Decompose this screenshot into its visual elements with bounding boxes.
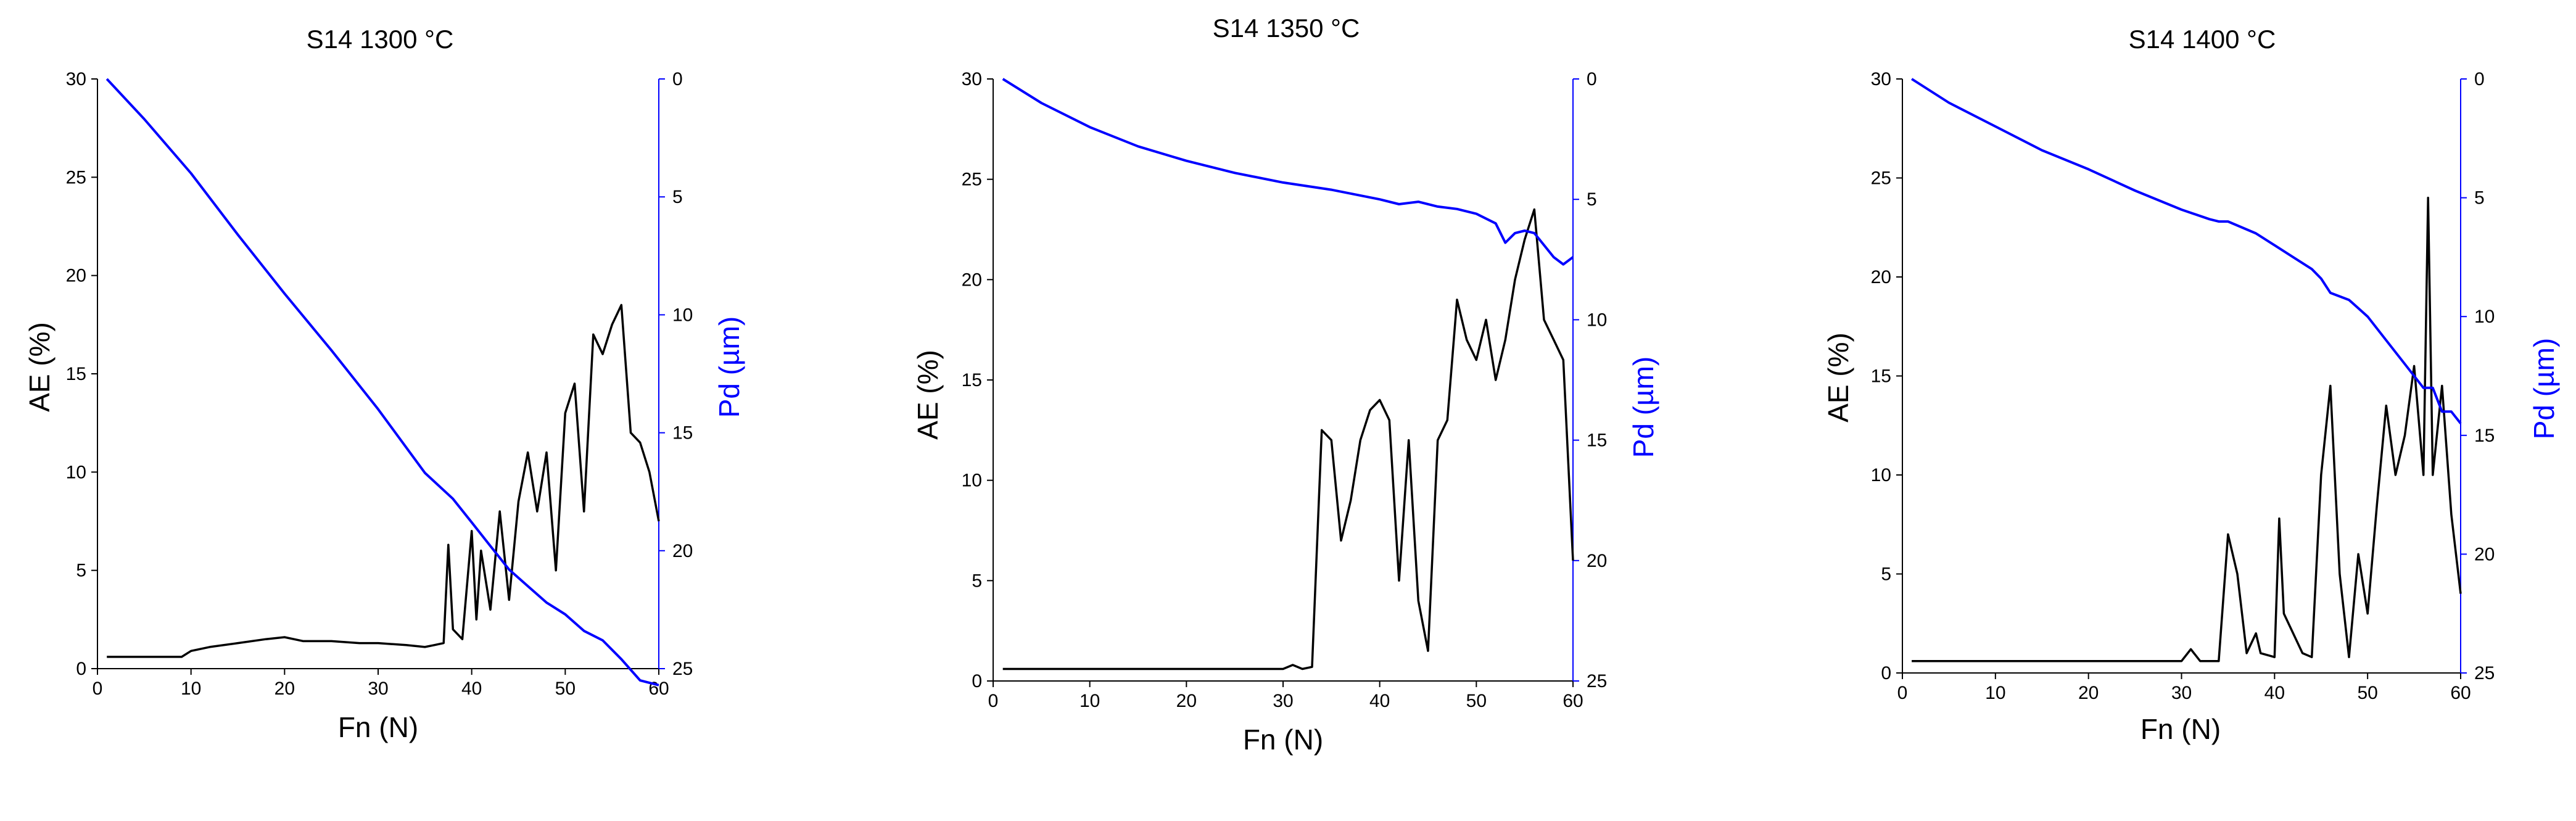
y-tick-label-right: 5 [672,187,683,207]
y-tick-label-right: 5 [1587,189,1597,210]
x-tick-label: 0 [1897,683,1908,703]
x-tick-label: 30 [368,679,388,699]
y-tick-label-left: 30 [962,69,982,89]
x-tick-label: 30 [1273,691,1293,711]
y-tick-label-right: 15 [2474,426,2495,446]
ae-series-line [1002,208,1574,670]
x-tick-label: 50 [2357,683,2377,703]
y-axis-label-left: AE (%) [23,322,56,412]
y-tick-label-right: 25 [2474,663,2495,683]
x-tick-label: 30 [2171,683,2192,703]
plot-area: 0 5 10 15 20 25 30 0 10 20 30 40 50 60 0 5 10 15 20 25 [66,69,693,699]
y-tick-label-left: 25 [962,170,982,190]
x-axis-label: Fn (N) [338,711,418,743]
plot-area: 0 5 10 15 20 25 30 0 10 20 30 40 50 60 0 5 10 15 20 25 [1871,69,2495,703]
y-tick-label-left: 10 [962,471,982,491]
x-axis-label: Fn (N) [2140,713,2221,745]
x-axis-label: Fn (N) [1243,724,1323,756]
ae-series-line [107,303,660,658]
x-tick-label: 50 [555,679,576,699]
y-tick-label-left: 5 [1881,564,1891,585]
y-tick-label-left: 5 [972,571,982,591]
y-tick-label-right: 0 [2474,69,2485,89]
y-tick-label-right: 10 [1587,310,1607,330]
y-tick-label-left: 20 [962,270,982,290]
pd-series-line [1002,78,1574,266]
y-tick-label-right: 0 [672,69,683,89]
y-tick-label-right: 25 [672,659,693,679]
chart-title: S14 1350 °C [1213,14,1360,43]
chart-panel-1400: S14 1400 °C 0 5 10 15 20 25 30 0 10 20 30 40 50 60 0 5 1… [1822,25,2560,745]
y-tick-label-right: 10 [2474,307,2495,327]
x-tick-label: 10 [1080,691,1100,711]
x-tick-label: 10 [181,679,201,699]
ae-series-line [1912,196,2462,662]
y-tick-label-right: 10 [672,305,693,325]
y-tick-label-left: 15 [962,370,982,390]
y-axis-label-right: Pd (µm) [1627,357,1659,458]
y-tick-label-left: 0 [1881,663,1891,683]
y-tick-label-left: 25 [66,167,86,188]
y-tick-label-left: 15 [1871,366,1891,387]
y-axis-label-right: Pd (µm) [2528,338,2560,440]
pd-series-line [105,78,659,687]
chart-title: S14 1400 °C [2129,25,2276,54]
x-tick-label: 0 [988,691,999,711]
y-tick-label-left: 30 [66,69,86,89]
plot-area: 0 5 10 15 20 25 30 0 10 20 30 40 50 60 0 5 10 15 20 25 [962,69,1608,711]
y-tick-label-left: 15 [66,364,86,384]
x-tick-label: 60 [2450,683,2471,703]
x-tick-label: 60 [1563,691,1583,711]
y-tick-label-left: 10 [66,462,86,482]
pd-series-line [1911,78,2462,424]
y-axis-label-right: Pd (µm) [713,316,745,418]
x-tick-label: 0 [93,679,103,699]
x-tick-label: 40 [2264,683,2285,703]
y-tick-label-right: 15 [672,423,693,444]
x-tick-label: 20 [2078,683,2099,703]
y-tick-label-left: 30 [1871,69,1891,89]
y-tick-label-right: 0 [1587,69,1597,89]
y-tick-label-left: 0 [972,671,982,691]
y-axis-label-left: AE (%) [1822,332,1854,423]
x-tick-label: 60 [648,679,669,699]
y-tick-label-right: 20 [2474,544,2495,564]
y-tick-label-left: 20 [1871,267,1891,287]
y-tick-label-right: 20 [672,541,693,561]
x-tick-label: 10 [1985,683,2005,703]
y-tick-label-right: 15 [1587,431,1607,451]
y-tick-label-left: 20 [66,266,86,286]
y-tick-label-right: 20 [1587,551,1607,571]
chart-panel-1300: S14 1300 °C 0 5 10 15 20 25 30 0 10 20 30 40 50 60 0 5 1… [23,25,745,743]
x-tick-label: 20 [1176,691,1197,711]
chart-title: S14 1300 °C [307,25,454,54]
y-tick-label-left: 5 [76,561,86,581]
x-tick-label: 50 [1466,691,1487,711]
y-tick-label-right: 25 [1587,671,1607,691]
x-tick-label: 40 [461,679,482,699]
y-tick-label-left: 25 [1871,168,1891,189]
y-axis-label-left: AE (%) [912,350,944,440]
y-tick-label-right: 5 [2474,188,2485,208]
x-tick-label: 20 [275,679,295,699]
x-tick-label: 40 [1369,691,1390,711]
y-tick-label-left: 10 [1871,465,1891,485]
y-tick-label-left: 0 [76,659,86,679]
chart-panel-1350: S14 1350 °C 0 5 10 15 20 25 30 0 10 20 30 40 50 60 0 5 1… [912,14,1659,756]
